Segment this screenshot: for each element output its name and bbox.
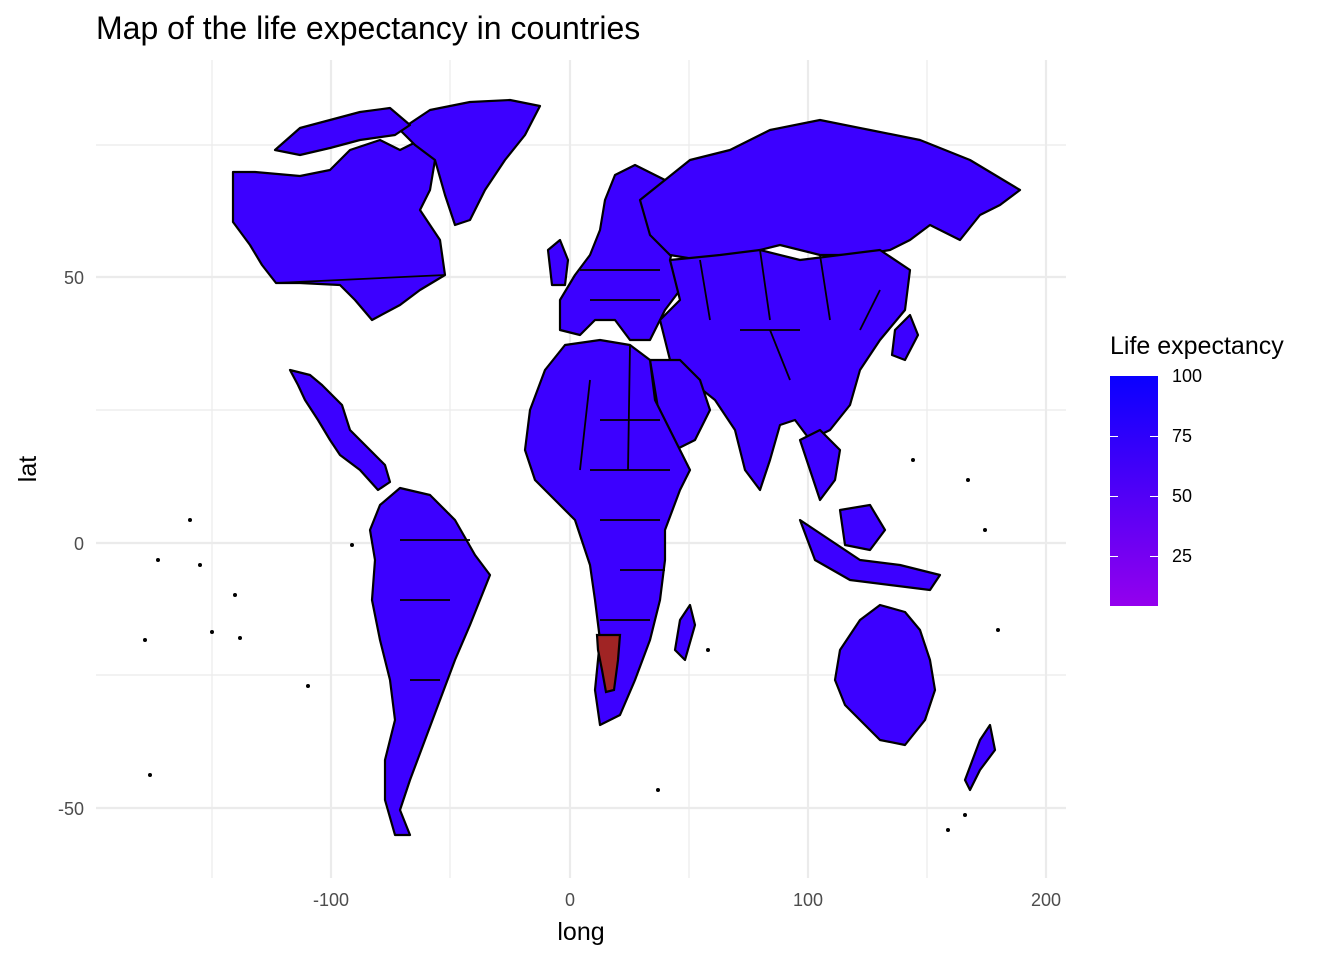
y-tick-label: 0 <box>74 534 84 554</box>
south-america <box>368 486 492 837</box>
southeast-asia <box>798 428 842 502</box>
chart-title: Map of the life expectancy in countries <box>96 10 641 46</box>
country-borders <box>275 249 881 681</box>
indonesia <box>798 518 942 592</box>
mexico-central-america <box>288 368 392 492</box>
legend-tick-label: 25 <box>1172 546 1193 566</box>
legend-colorbar <box>1110 376 1158 606</box>
legend-tick-label: 75 <box>1172 426 1193 446</box>
uk <box>546 238 570 287</box>
y-tick-label: 50 <box>64 268 84 288</box>
x-axis-title: long <box>557 918 604 946</box>
legend-tick-mark <box>1110 496 1118 497</box>
australia <box>833 603 937 747</box>
x-tick-label: 100 <box>793 890 823 910</box>
y-axis-title: lat <box>14 456 42 482</box>
greenland <box>398 98 542 227</box>
madagascar <box>673 603 697 662</box>
new-zealand <box>963 723 997 792</box>
canada-islands <box>273 106 412 157</box>
legend-tick-mark <box>1150 556 1158 557</box>
japan <box>890 313 920 362</box>
borneo <box>838 503 887 552</box>
legend: Life expectancy 100 75 50 25 <box>1110 332 1284 606</box>
legend-title: Life expectancy <box>1110 332 1284 360</box>
asia <box>658 248 912 492</box>
legend-tick-mark <box>1150 436 1158 437</box>
x-tick-label: -100 <box>313 890 349 910</box>
x-tick-label: 0 <box>565 890 575 910</box>
highlighted-country <box>595 633 622 694</box>
country-polygons <box>231 98 1022 837</box>
y-tick-label: -50 <box>58 799 84 819</box>
small-islands <box>143 458 1000 832</box>
north-america <box>231 138 447 322</box>
legend-tick-mark <box>1110 556 1118 557</box>
legend-tick-label: 100 <box>1172 366 1203 386</box>
legend-tick-label: 50 <box>1172 486 1193 506</box>
legend-tick-mark <box>1110 436 1118 437</box>
russia <box>638 118 1022 262</box>
legend-tick-mark <box>1150 496 1158 497</box>
africa <box>523 338 692 727</box>
x-tick-label: 200 <box>1031 890 1061 910</box>
